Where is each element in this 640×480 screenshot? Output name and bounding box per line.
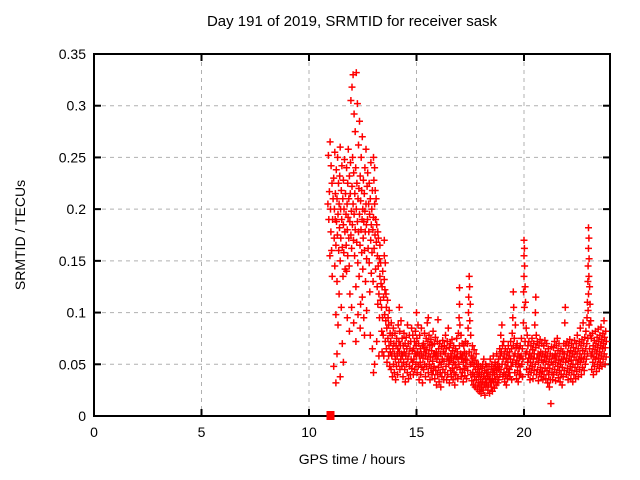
scatter-points (324, 69, 610, 408)
y-tick-label: 0.1 (67, 305, 87, 321)
zero-value-marker (326, 411, 335, 420)
y-tick-label: 0.25 (59, 149, 86, 165)
x-tick-label: 15 (409, 424, 425, 440)
x-tick-label: 5 (198, 424, 206, 440)
y-tick-label: 0.2 (67, 201, 87, 217)
plot-border (93, 53, 611, 417)
y-tick-label: 0 (78, 408, 86, 424)
y-tick-label: 0.05 (59, 356, 86, 372)
y-tick-label: 0.35 (59, 46, 86, 62)
y-axis-title: SRMTID / TECUs (12, 179, 28, 291)
x-tick-label: 0 (90, 424, 98, 440)
x-tick-label: 20 (516, 424, 532, 440)
y-tick-label: 0.3 (67, 98, 87, 114)
x-axis-title: GPS time / hours (298, 451, 406, 467)
x-tick-label: 10 (301, 424, 317, 440)
chart-title: Day 191 of 2019, SRMTID for receiver sas… (206, 13, 498, 30)
y-tick-label: 0.15 (59, 253, 86, 269)
